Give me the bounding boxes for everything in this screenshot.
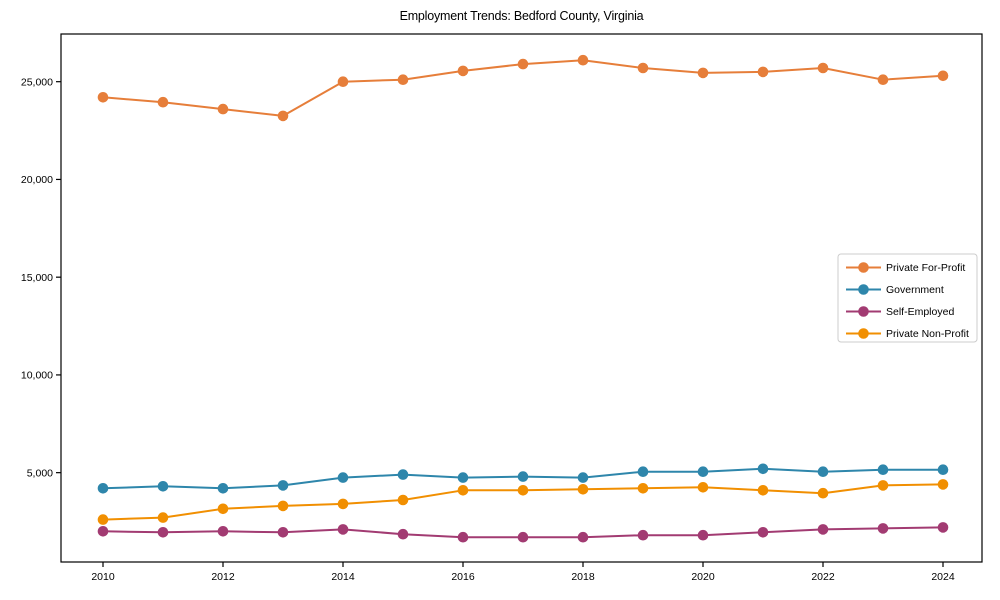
data-point-private-for-profit xyxy=(757,66,769,78)
legend-label-government: Government xyxy=(886,284,944,296)
data-point-self-employed xyxy=(397,528,409,540)
legend-label-private-non-profit: Private Non-Profit xyxy=(886,328,969,340)
data-point-self-employed xyxy=(217,526,229,537)
data-point-government xyxy=(157,481,169,492)
data-point-private-non-profit xyxy=(577,484,589,495)
y-tick-label: 15,000 xyxy=(21,272,53,284)
data-point-private-non-profit xyxy=(517,485,529,496)
data-point-private-non-profit xyxy=(937,479,949,490)
data-point-private-non-profit xyxy=(277,500,289,512)
data-point-self-employed xyxy=(577,531,589,543)
x-tick-label: 2010 xyxy=(91,571,115,583)
data-point-government xyxy=(517,471,529,482)
data-point-private-for-profit xyxy=(877,74,889,85)
data-point-private-for-profit xyxy=(817,62,829,74)
data-point-private-non-profit xyxy=(757,485,769,496)
x-tick-label: 2024 xyxy=(931,571,955,583)
data-point-private-for-profit xyxy=(397,74,409,85)
data-point-government xyxy=(757,463,769,475)
chart-title: Employment Trends: Bedford County, Virgi… xyxy=(399,9,644,23)
data-point-private-for-profit xyxy=(937,70,949,82)
data-point-private-non-profit xyxy=(817,487,829,499)
data-point-government xyxy=(277,480,289,491)
legend-marker-government xyxy=(858,284,869,295)
plot-frame xyxy=(60,33,983,563)
data-point-private-non-profit xyxy=(877,480,889,491)
data-point-private-non-profit xyxy=(637,483,649,494)
y-tick-label: 10,000 xyxy=(21,370,53,382)
legend-marker-private-for-profit xyxy=(858,262,869,273)
data-point-private-for-profit xyxy=(637,62,649,74)
x-tick-label: 2018 xyxy=(571,571,595,583)
data-point-self-employed xyxy=(517,531,529,543)
data-point-government xyxy=(577,472,589,483)
y-tick-label: 20,000 xyxy=(21,174,53,186)
data-point-private-for-profit xyxy=(337,76,349,87)
x-tick-label: 2022 xyxy=(811,571,835,583)
data-point-private-non-profit xyxy=(97,514,109,525)
data-point-government xyxy=(457,472,469,483)
data-point-self-employed xyxy=(337,524,349,535)
data-point-government xyxy=(337,472,349,483)
legend-marker-private-non-profit xyxy=(858,328,869,339)
y-tick-label: 5,000 xyxy=(27,467,53,479)
data-point-private-for-profit xyxy=(697,67,709,79)
data-point-self-employed xyxy=(817,524,829,535)
data-point-private-non-profit xyxy=(697,482,709,493)
data-point-private-for-profit xyxy=(457,65,469,77)
data-point-government xyxy=(817,466,829,478)
data-point-private-non-profit xyxy=(217,503,229,515)
data-point-self-employed xyxy=(757,527,769,538)
data-point-government xyxy=(97,483,109,494)
data-point-self-employed xyxy=(97,526,109,537)
x-tick-label: 2020 xyxy=(691,571,715,583)
y-tick-label: 25,000 xyxy=(21,76,53,88)
data-point-self-employed xyxy=(277,527,289,538)
data-point-government xyxy=(397,469,409,480)
data-point-government xyxy=(877,464,889,476)
x-tick-label: 2016 xyxy=(451,571,475,583)
data-point-private-for-profit xyxy=(157,96,169,108)
data-point-government xyxy=(637,466,649,478)
data-point-private-non-profit xyxy=(157,512,169,523)
data-point-private-non-profit xyxy=(397,494,409,506)
x-tick-label: 2012 xyxy=(211,571,235,583)
data-point-self-employed xyxy=(457,531,469,543)
legend-label-self-employed: Self-Employed xyxy=(886,306,954,318)
data-point-government xyxy=(217,483,229,494)
legend-marker-self-employed xyxy=(858,306,869,317)
data-point-private-for-profit xyxy=(517,58,529,70)
legend-box xyxy=(837,253,978,343)
x-tick-label: 2014 xyxy=(331,571,355,583)
data-point-self-employed xyxy=(157,527,169,538)
data-point-self-employed xyxy=(937,522,949,533)
data-point-private-for-profit xyxy=(217,103,229,115)
data-point-self-employed xyxy=(697,529,709,541)
data-point-government xyxy=(937,464,949,476)
data-point-private-for-profit xyxy=(577,54,589,66)
data-point-private-for-profit xyxy=(97,92,109,103)
data-point-private-non-profit xyxy=(337,498,349,510)
data-point-government xyxy=(697,466,709,478)
data-point-private-for-profit xyxy=(277,110,289,122)
data-point-private-non-profit xyxy=(457,485,469,496)
data-point-self-employed xyxy=(877,523,889,534)
legend-label-private-for-profit: Private For-Profit xyxy=(886,262,965,274)
data-point-self-employed xyxy=(637,529,649,541)
